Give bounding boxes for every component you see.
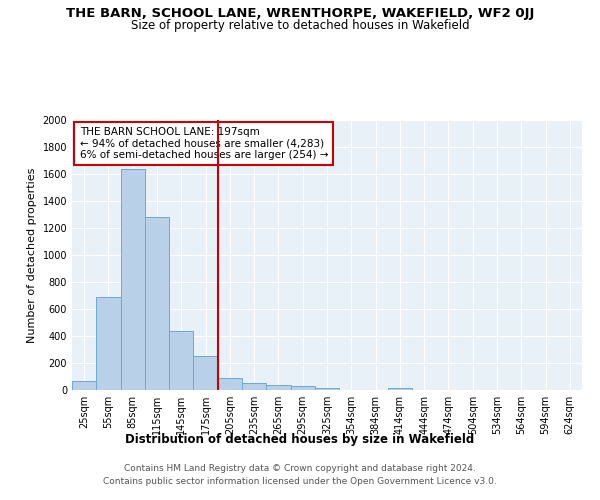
Bar <box>242 383 266 390</box>
Text: Contains public sector information licensed under the Open Government Licence v3: Contains public sector information licen… <box>103 477 497 486</box>
Text: THE BARN SCHOOL LANE: 197sqm
← 94% of detached houses are smaller (4,283)
6% of : THE BARN SCHOOL LANE: 197sqm ← 94% of de… <box>80 126 328 160</box>
Text: Distribution of detached houses by size in Wakefield: Distribution of detached houses by size … <box>125 432 475 446</box>
Bar <box>145 216 169 390</box>
Bar <box>218 378 242 390</box>
Text: THE BARN, SCHOOL LANE, WRENTHORPE, WAKEFIELD, WF2 0JJ: THE BARN, SCHOOL LANE, WRENTHORPE, WAKEF… <box>66 8 534 20</box>
Bar <box>96 297 121 390</box>
Bar <box>193 356 218 390</box>
Text: Size of property relative to detached houses in Wakefield: Size of property relative to detached ho… <box>131 19 469 32</box>
Bar <box>290 386 315 390</box>
Bar <box>266 385 290 390</box>
Bar <box>121 170 145 390</box>
Bar <box>72 381 96 390</box>
Bar <box>169 332 193 390</box>
Bar <box>315 388 339 390</box>
Y-axis label: Number of detached properties: Number of detached properties <box>27 168 37 342</box>
Bar <box>388 388 412 390</box>
Text: Contains HM Land Registry data © Crown copyright and database right 2024.: Contains HM Land Registry data © Crown c… <box>124 464 476 473</box>
